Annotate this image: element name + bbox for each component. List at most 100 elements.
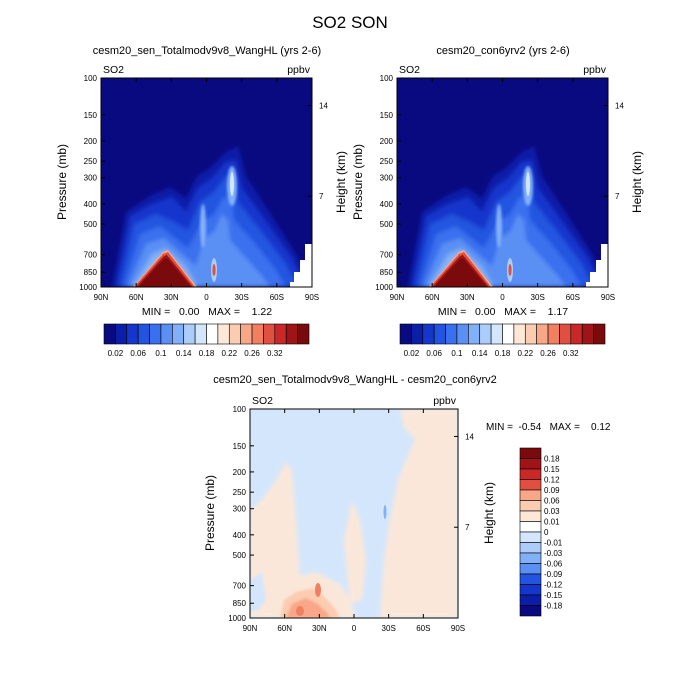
panel-2-y-tick-label: 300 [380,174,394,183]
panel-3-colorbar-swatch [519,500,542,512]
panel-2-y-tick-label: 150 [380,111,394,120]
panel-1-x-tick-label: 30N [164,293,179,302]
panel-3-positive-band-mid [344,500,366,604]
panel-3-negative-spot [383,505,387,519]
panel-2-variable-label: SO2 [399,64,420,76]
panel-3-colorbar-label: -0.18 [544,602,563,611]
panel-1-colorbar-label: 0.14 [176,349,192,358]
panel-2-colorbar-label: 0.22 [517,349,533,358]
panel-2-colorbar-swatch [593,323,606,345]
panel-2-colorbar-swatch [536,323,549,345]
panel-2-title: cesm20_con6yrv2 (yrs 2-6) [436,45,569,57]
panel-2-min-max: MIN = 0.00 MAX = 1.17 [438,306,568,318]
panel-2-height-tick-label: 14 [615,101,624,110]
panel-2-upper-plume-2 [526,172,530,196]
panel-3-colorbar-swatch [519,479,542,491]
panel-3-x-tick-label: 90N [243,624,258,633]
panel-1-x-tick-label: 60N [129,293,144,302]
panel-1-y-tick-label: 400 [84,200,98,209]
panel-3-colorbar-swatch [519,510,542,522]
panel-1-colorbar-label: 0.1 [155,349,167,358]
panel-1-height-axis: 14 7 [308,101,328,201]
panel-3-y-axis: 100 150 200 250 300 400 500 700 850 1000 [228,405,254,623]
panel-1-colorbar-swatch [263,323,276,345]
panel-3-y-tick-label: 400 [233,531,247,540]
panel-3-colorbar-swatch [519,447,542,459]
panel-2-height-axis: 14 7 [604,101,624,201]
panel-1-peak-core [138,258,191,287]
panel-3-y-tick-label: 700 [233,582,247,591]
panel-3-x-tick-label: 90S [451,624,465,633]
panel-2-tropical-plume-1 [496,204,502,248]
panel-1-colorbar-swatch [103,323,116,345]
panel-3-colorbar-label: -0.15 [544,591,563,600]
panel-1-colorbar-swatch [160,323,173,345]
panel-3-x-tick-label: 30N [312,624,327,633]
panel-1-tropical-plume-1 [200,204,206,248]
panel-1-x-tick-label: 0 [204,293,209,302]
panel-3-title: cesm20_sen_Totalmodv9v8_WangHL - cesm20_… [213,374,497,386]
panel-3-y-tick-label: 1000 [228,614,246,623]
panel-3-positive-band-north [250,462,320,618]
panel-1-y-tick-label: 300 [84,174,98,183]
panel-1-colorbar-label: 0.26 [244,349,260,358]
panel-2-colorbar-swatch [524,323,537,345]
panel-2-x-tick-label: 90N [390,293,405,302]
panel-2-units-label: ppbv [583,64,607,76]
panel-1-y-tick-label: 1000 [79,283,97,292]
panel-2-colorbar-swatch [490,323,503,345]
panel-1-colorbar-swatch [251,323,264,345]
panel-2-y-axis: 100 150 200 250 300 400 500 700 850 1000 [375,74,401,292]
panel-1-colorbar: 0.02 0.06 0.1 0.14 0.18 0.22 0.26 0.32 [103,323,310,358]
panel-2-colorbar-label: 0.1 [451,349,463,358]
panel-3-y-tick-label: 200 [233,468,247,477]
main-title: SO2 SON [312,13,388,32]
panel-2-x-axis: 90N 60N 30N 0 30S 60S 90S [390,78,615,302]
panel-3-colorbar-label: 0.01 [544,518,560,527]
panel-2-peak-core [434,258,487,287]
panel-2-colorbar-swatch [433,323,446,345]
panel-2-colorbar-label: 0.26 [540,349,556,358]
panel-3-colorbar-swatch [519,468,542,480]
panel-1-colorbar-swatch [285,323,298,345]
panel-3-colorbar-swatch [519,531,542,543]
panel-2-height-tick-label: 7 [615,192,620,201]
panel-3-y-tick-label: 850 [233,599,247,608]
panel-1-mid-plume [220,222,226,250]
panel-2-colorbar-label: 0.02 [404,349,420,358]
panel-1-colorbar-label: 0.02 [108,349,124,358]
panel-1-height-axis-label: Height (km) [334,151,348,213]
panel-1-variable-label: SO2 [103,64,124,76]
panel-1-title: cesm20_sen_Totalmodv9v8_WangHL (yrs 2-6) [93,45,321,57]
panel-2-colorbar-label: 0.06 [426,349,442,358]
panel-1-x-tick-label: 90S [305,293,319,302]
panel-3-x-tick-label: 60N [277,624,292,633]
panel-1-y-axis: 100 150 200 250 300 400 500 700 850 1000 [79,74,105,292]
panel-2-y-tick-label: 1000 [375,283,393,292]
panel-1-height-tick-label: 7 [319,192,324,201]
panel-3-colorbar-label: 0.15 [544,465,560,474]
panel-2-missing-data [586,244,608,287]
panel-3-height-axis: 14 7 [454,432,474,532]
panel-3: cesm20_sen_Totalmodv9v8_WangHL - cesm20_… [203,374,611,633]
panel-2: cesm20_con6yrv2 (yrs 2-6) SO2 ppbv [351,45,644,358]
panel-3-colorbar-label: -0.03 [544,549,563,558]
panel-1-colorbar-swatch [194,323,207,345]
panel-3-y-tick-label: 100 [233,405,247,414]
panel-3-y-tick-label: 300 [233,505,247,514]
panel-2-x-tick-label: 30S [531,293,545,302]
panel-3-colorbar-swatch [519,489,542,501]
panel-1-colorbar-swatch [274,323,287,345]
panel-3-colorbar-label: 0.18 [544,455,560,464]
panel-1-min-max: MIN = 0.00 MAX = 1.22 [142,306,272,318]
panel-3-colorbar: 0.180.15 0.120.09 0.060.03 0.010 -0.01-0.03 -… [519,447,563,617]
panel-1-colorbar-swatch [172,323,185,345]
panel-1-tropical-plume-3 [212,264,216,276]
panel-3-colorbar-label: 0 [544,528,549,537]
panel-2-y-tick-label: 100 [380,74,394,83]
panel-2-colorbar-swatch [422,323,435,345]
panel-3-x-tick-label: 0 [352,624,357,633]
panel-1-colorbar-swatch [149,323,162,345]
panel-1-x-axis: 90N 60N 30N 0 30S 60S 90S [94,78,319,302]
